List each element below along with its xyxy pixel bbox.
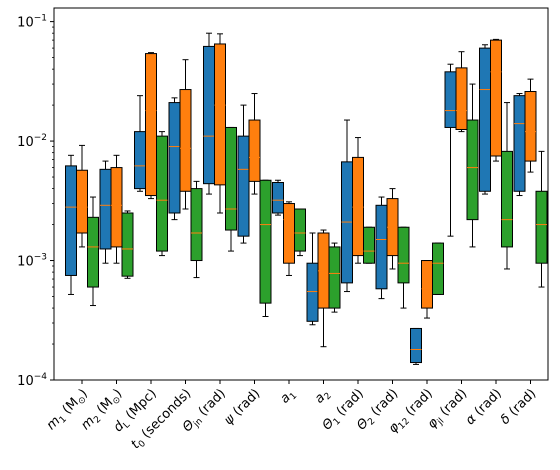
box-body [134, 131, 146, 190]
box-group [99, 160, 112, 264]
box-group [352, 137, 364, 264]
y-tick-label: 10−3 [17, 253, 47, 270]
box-group [259, 179, 272, 318]
box-body [110, 167, 123, 248]
box-body [466, 119, 479, 221]
box-body [432, 242, 444, 295]
box-body [421, 260, 433, 309]
y-tick-label: 10−4 [17, 372, 47, 389]
box-group [328, 242, 341, 313]
box-body [363, 226, 375, 264]
box-group [513, 93, 526, 197]
box-body [145, 53, 157, 197]
box-group [535, 150, 548, 288]
box-body [272, 182, 284, 214]
box-body [328, 246, 341, 309]
box-series-layer [65, 32, 548, 365]
box-body [248, 119, 261, 182]
box-group [524, 78, 537, 173]
box-group [375, 196, 388, 300]
box-body [513, 95, 526, 192]
box-body [501, 150, 513, 248]
box-group [156, 131, 168, 257]
box-body [121, 212, 134, 277]
box-group [237, 104, 250, 244]
box-body [455, 67, 468, 130]
box-group [248, 93, 261, 195]
box-body [352, 156, 364, 257]
box-body [156, 135, 168, 252]
box-body [214, 43, 226, 186]
plot-frame [53, 7, 549, 381]
y-axis: 10−4 10−3 10−2 10−1 [17, 14, 54, 389]
box-body [203, 45, 215, 185]
box-group [455, 51, 468, 133]
box-body [444, 71, 457, 128]
box-body [168, 102, 181, 214]
box-group [466, 83, 479, 248]
y-tick-label: 10−2 [17, 133, 47, 150]
box-group [87, 196, 99, 307]
box-body [259, 179, 272, 304]
box-body [237, 135, 250, 237]
box-group [225, 126, 237, 252]
box-body [179, 89, 192, 192]
box-body [87, 216, 99, 288]
box-body [76, 169, 88, 234]
box-group [110, 154, 123, 264]
box-group [432, 242, 444, 295]
box-group [272, 179, 284, 216]
box-body [294, 208, 306, 252]
box-body [99, 168, 112, 250]
box-body [524, 91, 537, 162]
box-group [490, 38, 502, 162]
box-group [76, 144, 88, 248]
box-body [397, 226, 410, 284]
box-body [535, 190, 548, 264]
box-group [363, 226, 375, 264]
box-group [145, 52, 157, 200]
x-category-label: m2 (M⊙) [78, 386, 126, 434]
box-body [479, 47, 491, 192]
box-group [214, 33, 226, 214]
box-body [190, 188, 203, 262]
box-group [65, 154, 77, 295]
box-group [179, 59, 192, 210]
box-body [65, 165, 77, 276]
box-group [397, 226, 410, 309]
box-group [294, 208, 306, 257]
box-group [190, 180, 203, 279]
box-group [203, 32, 215, 195]
box-group [479, 44, 491, 195]
box-body [375, 204, 388, 290]
y-tick-label: 10−1 [17, 14, 47, 31]
box-body [283, 203, 295, 264]
box-body [410, 327, 422, 364]
box-body [225, 126, 237, 231]
box-body [306, 262, 319, 322]
box-group [410, 327, 422, 365]
box-body [490, 39, 502, 157]
box-group [121, 210, 134, 279]
box-group [168, 97, 181, 221]
box-group [501, 102, 513, 270]
